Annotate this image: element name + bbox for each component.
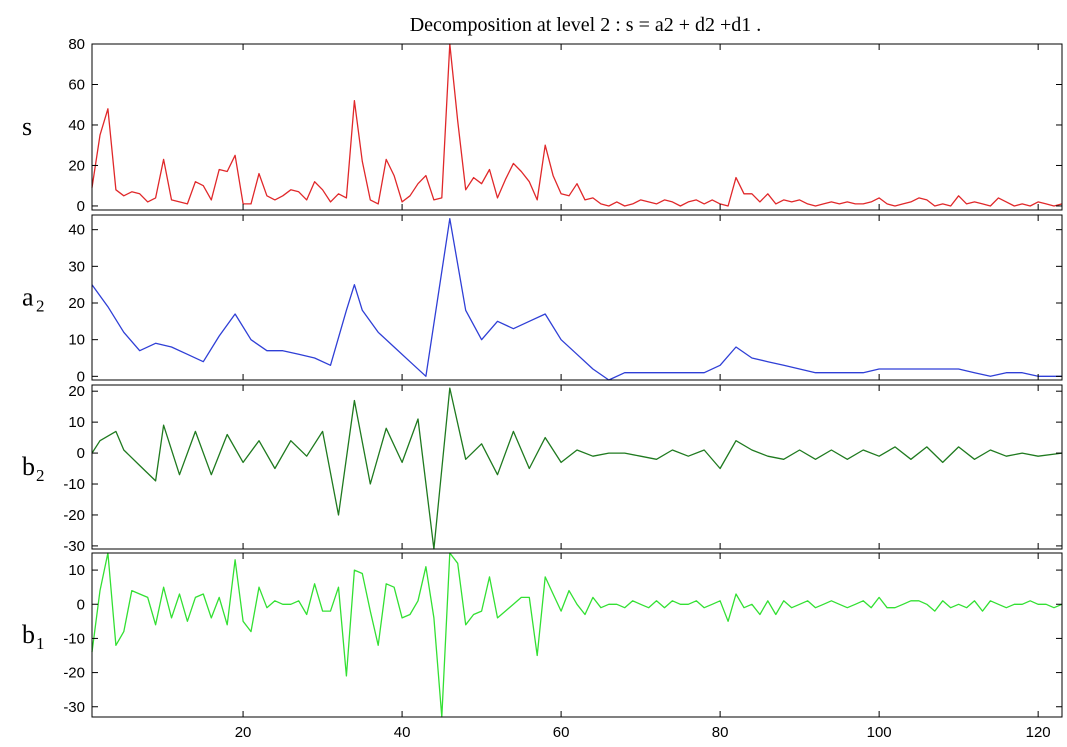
panel-3-ytick-label: -30 [63, 538, 85, 555]
panel-1-series-line [91, 43, 1063, 207]
xtick-label: 20 [235, 724, 252, 741]
panel-2-series-line [91, 218, 1062, 381]
xtick-label: 60 [553, 724, 570, 741]
panel-4-frame [91, 552, 1063, 718]
panel-1-ytick-label: 20 [68, 157, 85, 174]
panel-3-label: b [22, 452, 35, 481]
panel-2-label-subscript: 2 [36, 297, 45, 316]
panel-4-ytick-label: -10 [63, 630, 85, 647]
panel-4-label: b [22, 620, 35, 649]
panel-2-ytick-label: 20 [68, 295, 85, 312]
panel-3-ytick-label: 10 [68, 414, 85, 431]
panel-2-ytick-label: 10 [68, 332, 85, 349]
panel-4-series-line [91, 552, 1063, 718]
panel-3-series-line [91, 387, 1063, 550]
panel-2-ytick-label: 40 [68, 222, 85, 239]
panel-4-ytick-label: 10 [68, 562, 85, 579]
panel-4-label-subscript: 1 [36, 634, 45, 653]
panel-3-label-subscript: 2 [36, 466, 45, 485]
xtick-label: 100 [867, 724, 892, 741]
panel-4-ytick-label: -30 [63, 699, 85, 716]
xtick-label: 120 [1026, 724, 1051, 741]
panel-2-ytick-label: 30 [68, 258, 85, 275]
panel-1-ytick-label: 60 [68, 76, 85, 93]
xtick-label: 80 [712, 724, 729, 741]
panel-1-frame [91, 43, 1063, 211]
panel-3-ytick-label: -10 [63, 476, 85, 493]
panel-3-ytick-label: -20 [63, 507, 85, 524]
panel-1-ytick-label: 0 [77, 198, 85, 215]
panel-1-label: s [22, 112, 32, 141]
panel-2-ytick-label: 0 [77, 368, 85, 385]
panel-3-ytick-label: 20 [68, 383, 85, 400]
panel-4-ytick-label: 0 [77, 596, 85, 613]
panel-1-ytick-label: 80 [68, 36, 85, 53]
xtick-label: 40 [394, 724, 411, 741]
panel-3-ytick-label: 0 [77, 445, 85, 462]
panel-3-frame [91, 384, 1063, 550]
chart-title: Decomposition at level 2 : s = a2 + d2 +… [409, 14, 762, 36]
panel-1-ytick-label: 40 [68, 117, 85, 134]
panel-4-ytick-label: -20 [63, 665, 85, 682]
panel-2-label: a [22, 283, 34, 312]
panel-2-frame [91, 214, 1063, 381]
